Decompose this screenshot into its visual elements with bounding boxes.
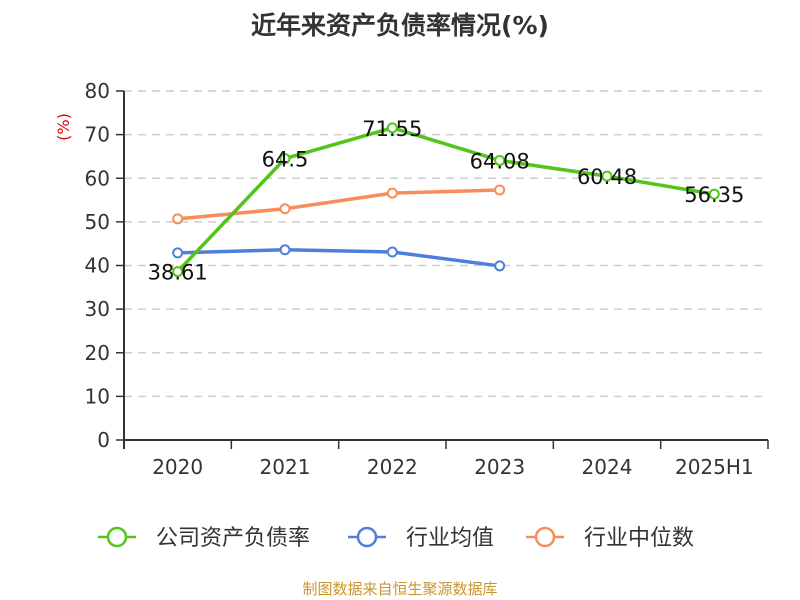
- x-tick-label: 2022: [367, 455, 418, 479]
- data-point[interactable]: [386, 122, 398, 134]
- data-point[interactable]: [386, 187, 398, 199]
- series-line: [177, 188, 500, 221]
- legend-item[interactable]: 公司资产负债率: [98, 526, 310, 551]
- legend-label: 行业均值: [406, 526, 494, 551]
- y-tick-label: 70: [85, 123, 110, 147]
- series-line: [177, 248, 500, 268]
- data-label: 60.48: [577, 165, 637, 189]
- y-tick-label: 20: [85, 341, 110, 365]
- y-tick-label: 40: [85, 254, 110, 278]
- data-point[interactable]: [279, 244, 291, 256]
- legend-label: 行业中位数: [584, 526, 694, 551]
- chart-title: 近年来资产负债率情况(%): [251, 11, 549, 40]
- y-tick-label: 60: [85, 166, 110, 190]
- x-tick-label: 2024: [582, 455, 633, 479]
- data-point[interactable]: [279, 203, 291, 215]
- data-point[interactable]: [494, 260, 506, 272]
- data-point[interactable]: [601, 170, 613, 182]
- data-point[interactable]: [494, 184, 506, 196]
- y-tick-label: 30: [85, 297, 110, 321]
- x-tick-label: 2023: [474, 455, 525, 479]
- data-label: 71.55: [362, 117, 422, 141]
- y-tick-label: 80: [85, 79, 110, 103]
- y-tick-label: 50: [85, 210, 110, 234]
- x-tick-label: 2025H1: [675, 455, 754, 479]
- data-label: 38.61: [148, 261, 208, 285]
- series-line: [176, 126, 715, 273]
- legend-item[interactable]: 行业均值: [348, 526, 494, 551]
- x-tick-label: 2020: [152, 455, 203, 479]
- data-point[interactable]: [172, 213, 184, 225]
- y-tick-label: 0: [97, 428, 110, 452]
- data-point[interactable]: [172, 266, 184, 278]
- data-point[interactable]: [279, 153, 291, 165]
- legend-circle-icon: [106, 526, 128, 548]
- data-source-note: 制图数据来自恒生聚源数据库: [302, 580, 498, 598]
- data-point[interactable]: [494, 154, 506, 166]
- legend: 公司资产负债率 行业均值 行业中位数: [98, 526, 694, 551]
- legend-item[interactable]: 行业中位数: [526, 526, 694, 551]
- data-point[interactable]: [386, 246, 398, 258]
- y-axis-label: (%): [54, 113, 73, 141]
- legend-label: 公司资产负债率: [156, 526, 310, 551]
- legend-circle-icon: [356, 526, 378, 548]
- legend-circle-icon: [534, 526, 556, 548]
- data-label: 56.35: [684, 183, 744, 207]
- y-tick-label: 10: [85, 384, 110, 408]
- x-tick-label: 2021: [260, 455, 311, 479]
- data-label: 64.08: [470, 149, 530, 173]
- data-point[interactable]: [708, 188, 720, 200]
- data-point[interactable]: [172, 247, 184, 259]
- data-label: 64.5: [262, 148, 309, 172]
